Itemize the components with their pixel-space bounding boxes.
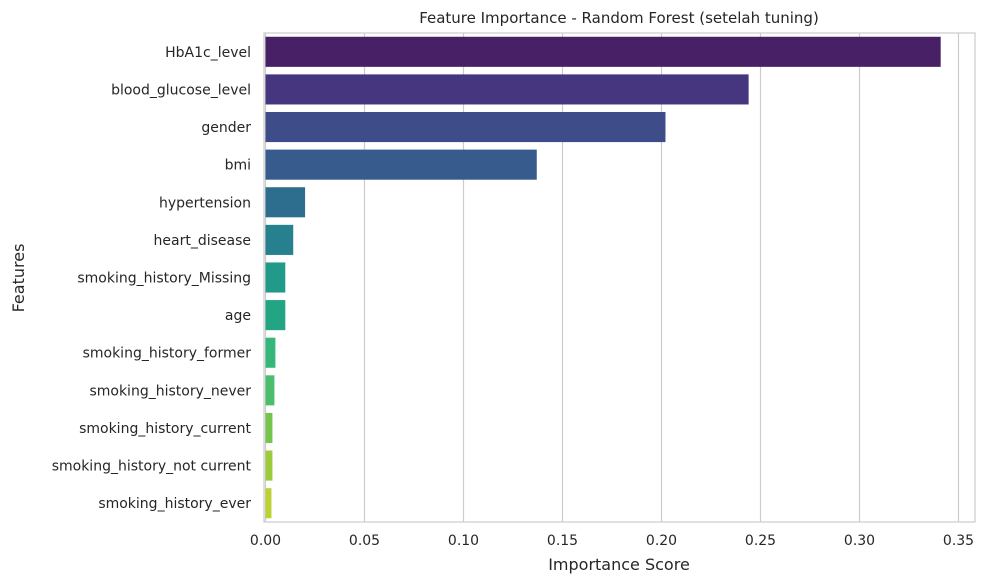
vertical-gridlines — [264, 33, 960, 522]
y-axis-label: Features — [9, 244, 28, 313]
y-tick-label: bmi — [225, 158, 251, 174]
bar — [265, 412, 273, 444]
x-tick-label: 0.00 — [250, 533, 281, 549]
x-tick-label: 0.05 — [349, 533, 380, 549]
chart-title: Feature Importance - Random Forest (sete… — [419, 9, 819, 27]
x-axis-label: Importance Score — [548, 555, 690, 574]
y-tick-label: smoking_history_never — [89, 383, 251, 399]
y-tick-label: smoking_history_former — [83, 346, 252, 362]
bars-group — [265, 36, 941, 519]
y-tick-label: smoking_history_not current — [52, 459, 252, 475]
plot-frame — [263, 32, 976, 523]
y-tick-label: smoking_history_Missing — [77, 271, 251, 287]
bar — [265, 488, 272, 519]
bar — [265, 375, 275, 406]
bar — [265, 36, 941, 67]
y-tick-label: smoking_history_current — [79, 421, 251, 437]
y-tick-label: gender — [201, 120, 251, 136]
x-tick-label: 0.15 — [547, 533, 578, 549]
bar — [265, 187, 306, 218]
y-tick-label: heart_disease — [154, 233, 251, 249]
bar — [265, 74, 749, 105]
x-tick-label: 0.10 — [448, 533, 479, 549]
bar — [265, 450, 273, 481]
bar — [265, 300, 286, 331]
y-tick-label: blood_glucose_level — [111, 82, 251, 98]
bar — [265, 262, 286, 293]
x-tick-label: 0.35 — [943, 533, 974, 549]
x-tick-label: 0.25 — [745, 533, 776, 549]
x-tick-label: 0.20 — [646, 533, 677, 549]
bar — [265, 111, 666, 143]
y-tick-label: age — [225, 308, 251, 324]
y-tick-label: smoking_history_ever — [98, 496, 251, 512]
y-tick-label: HbA1c_level — [165, 45, 251, 61]
x-tick-label: 0.30 — [844, 533, 875, 549]
bar — [265, 337, 276, 368]
bar — [265, 224, 294, 255]
y-tick-label: hypertension — [159, 195, 251, 211]
x-tick-labels: 0.00 0.05 0.10 0.15 0.20 0.25 0.30 0.35 — [250, 533, 974, 549]
bar — [265, 149, 537, 180]
